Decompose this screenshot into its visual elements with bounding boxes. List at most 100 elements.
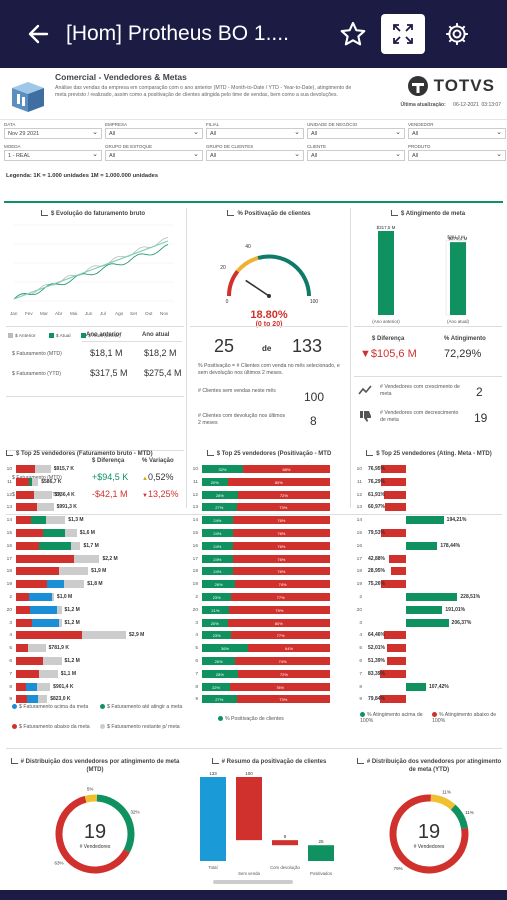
top25-meta-panel: $ Top 25 vendedores (Ating. Meta - MTD) [354,450,504,457]
crescimento-value: 2 [476,385,483,399]
meta-rank: 3 [359,620,362,626]
donut-center-value: 19 [418,821,440,843]
filter-3: UNIDADE DE NEGÓCIO All [307,122,405,139]
meta-bar-label: 28,95% [368,568,385,575]
pos-bar-red-label: 80% [274,620,283,626]
pos-bar-red: 77% [231,593,330,601]
star-icon [340,21,366,46]
filter-select[interactable]: All [307,128,405,139]
pos-bar-red-label: 78% [276,684,285,690]
fat-rank: 17 [6,556,12,562]
evolucao-title: $ Evolução do faturamento bruto [8,210,178,217]
back-button[interactable] [20,16,56,52]
filter-6: GRUPO DE ESTOQUE All [105,144,203,161]
decrescimento-value: 19 [474,411,488,425]
month-tick: Out [145,311,153,316]
totvs-logo: TOTVS [406,74,495,98]
de-text: de [262,344,272,353]
scroll-indicator[interactable] [213,880,293,884]
pos-bar-red-label: 76% [277,531,286,536]
top25-pos-chart: 10 32% 68% 11 20% 80% 12 28% 72% 13 27% 73% 14 24% 76%… [190,463,348,704]
pos-bar-red-label: 76% [277,569,286,575]
positivacao-title: % Positivação de clientes [190,210,348,217]
pos-bar-green-label: 24% [213,531,222,536]
fat-bar-label: $991,3 K [56,504,77,511]
filter-select[interactable]: All [408,150,506,161]
filter-select[interactable]: All [408,128,506,139]
filter-select[interactable]: All [206,150,304,161]
pos-rank: 10 [192,467,198,472]
meta-bar-label: 51,39% [368,658,385,664]
pos-rank: 8 [195,684,198,690]
fat-bar-segment [16,631,82,640]
pos-bar-green: 28% [202,669,238,678]
donut-slice-label: 11% [465,810,474,815]
filter-7: GRUPO DE CLIENTES All [206,144,304,161]
section-divider [4,201,503,203]
gauge-value: 18.80% (0 to 20) [190,309,348,328]
fat-bar-segment [16,567,60,576]
filter-select[interactable]: All [105,150,203,161]
fat-bar-segment [52,593,54,601]
dist-ytd-title: # Distribuição dos vendedores por atingi… [354,758,504,774]
resumo-bar-axis: Com devolução [270,865,300,870]
fat-bar-segment [16,490,34,499]
pos-bar-green: 20% [202,477,228,486]
meta-bar-below [381,477,406,486]
top25-fat-panel: $ Top 25 vendedores (Faturamento bruto -… [4,450,184,457]
pos-bar-red: 76% [232,516,330,525]
filter-select[interactable]: All [307,150,405,161]
evolucao-line-chart [13,224,174,302]
meta-bar [450,242,466,315]
var-mtd: ▲0,52% [142,472,174,482]
favorite-button[interactable] [331,14,375,54]
meta-bar-label: 76,95% [368,466,385,472]
meta-bar-label: 194,21% [446,517,467,524]
filter-select[interactable]: All [105,128,203,139]
pos-rank: 4 [195,633,198,639]
fat-legend-label: $ Faturamento abaixo da meta [19,724,90,730]
month-tick: Jun [85,311,93,316]
meta-rank: 12 [356,492,362,498]
pos-bar-red: 80% [227,618,330,627]
meta-atingimento-label: % Atingimento [444,336,486,342]
pos-rank: 18 [192,569,198,575]
top25-pos-title: $ Top 25 vendedores (Positivação - MTD [190,450,348,457]
dist-ytd-panel: # Distribuição dos vendedores por atingi… [354,758,504,889]
filter-select[interactable]: Nov 29 2021 [4,128,102,139]
gear-icon [446,23,468,45]
meta-rank: 11 [357,479,362,485]
meta-rank: 10 [356,467,362,472]
meta-bar-label: 75,26% [368,581,385,588]
gauge-range-text: (0 to 20) [255,321,283,328]
fat-bar-label: $1,3 M [68,517,84,524]
meta-ghost-label: $281,0 M [447,235,465,240]
fat-bar-segment [16,465,36,473]
meta-kpis: $ Diferença ▼$105,6 M % Atingimento 72,2… [354,332,502,502]
fat-bar-label: $1,7 M [83,542,99,549]
expand-button[interactable] [381,14,425,54]
settings-button[interactable] [435,14,479,54]
pos-bar-green: 24% [202,554,233,563]
pos-bar-red: 76% [232,554,330,563]
fat-bar-segment [38,541,71,550]
fat-bar-segment [16,669,39,678]
fat-bar-segment [63,580,85,589]
filter-select[interactable]: 1 - REAL [4,150,102,161]
top25-meta-title: $ Top 25 vendedores (Ating. Meta - MTD) [354,450,504,457]
month-tick: Nov [160,311,169,316]
fat-bar-label: $915,7 K [53,466,74,472]
meta-diferenca: ▼$105,6 M [360,348,417,360]
pos-bar-green-label: 24% [213,518,222,524]
meta-bar-below [380,695,406,704]
pos-rank: 6 [195,659,198,664]
pos-rank: 3 [195,620,198,626]
filter-select[interactable]: All [206,128,304,139]
month-tick: Mar [40,311,48,316]
gauge-needle [245,279,270,297]
series-atual [13,244,169,300]
fat-bar-label: $586,7 K [41,478,62,485]
pos-bar-red: 74% [235,657,330,665]
meta-bar-below [386,657,406,665]
pos-rank: 9 [195,697,198,703]
